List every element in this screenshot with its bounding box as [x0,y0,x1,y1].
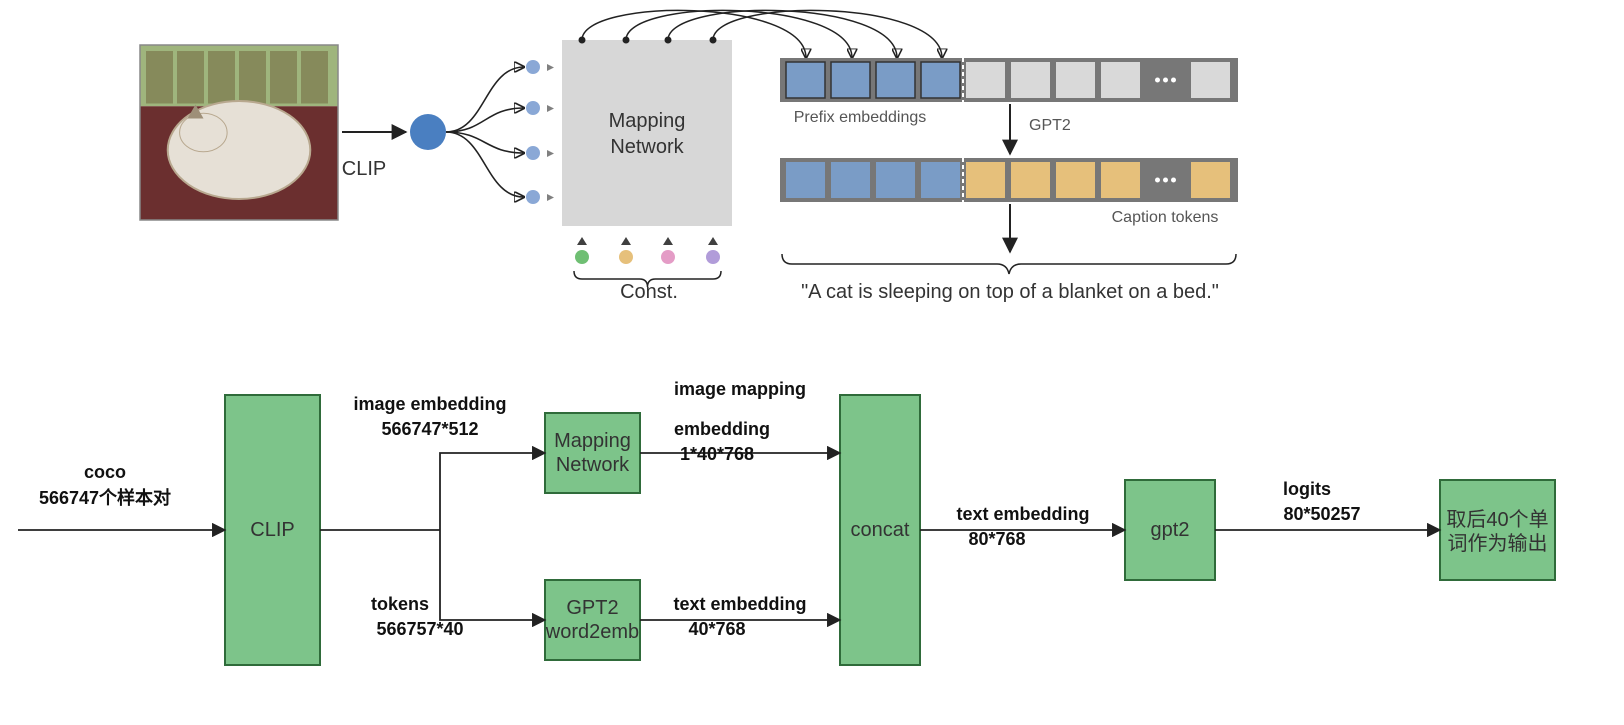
token-cell [966,162,1005,198]
token-cell [1056,62,1095,98]
svg-text:Mapping: Mapping [554,430,631,452]
flow-edge-label: 566747*512 [381,419,478,439]
svg-text:Network: Network [556,454,630,476]
flow-edge-label: logits [1283,479,1331,499]
token-cell [786,62,825,98]
svg-text:concat: concat [851,519,910,541]
flow-edge-label: image embedding [353,394,506,414]
prefix-embeddings-label: Prefix embeddings [794,109,927,126]
mapping-label-1: Mapping [609,110,686,132]
const-up-arrow [708,237,718,245]
output-caption: "A cat is sleeping on top of a blanket o… [801,281,1219,303]
feature-dot [526,146,540,160]
svg-text:GPT2: GPT2 [566,597,618,619]
diagram-svg: CLIPMappingNetworkConst.Prefix embedding… [0,0,1624,725]
input-coco-count: 566747个样本对 [39,487,171,508]
const-label: Const. [620,281,678,303]
token-cell [1191,162,1230,198]
const-dot [619,250,633,264]
token-cell [876,162,915,198]
flow-edge-label: 40*768 [688,619,745,639]
flow-branch-bot [440,530,545,620]
caption-brace [782,254,1236,274]
clip-label: CLIP [342,158,386,180]
token-cell [1101,162,1140,198]
flow-edge-label: text embedding [673,594,806,614]
flow-edge-label: text embedding [956,504,1089,524]
fanout-curve [446,108,524,132]
flow-edge-label: 1*40*768 [680,444,754,464]
token-cell [921,62,960,98]
flow-clip-label: CLIP [250,519,294,541]
flow-edge-label: tokens [371,594,429,614]
token-row [780,58,1238,102]
const-dot [706,250,720,264]
feature-dot [526,101,540,115]
const-dot [661,250,675,264]
curve-source-dot [710,37,717,44]
flow-branch-top [440,453,545,530]
svg-text:word2emb: word2emb [545,621,639,643]
token-cell [1101,62,1140,98]
input-coco-label: coco [84,462,126,482]
mapping-label-2: Network [610,136,684,158]
mapping-to-prefix-curve [713,10,942,58]
tiny-marker [547,105,554,112]
svg-text:词作为输出: 词作为输出 [1448,532,1548,555]
token-cell [921,162,960,198]
flow-mapping-box [545,413,640,493]
const-dot [575,250,589,264]
token-cell [966,62,1005,98]
flow-edge-label: 80*768 [968,529,1025,549]
svg-text:取后40个单: 取后40个单 [1446,508,1548,531]
tiny-marker [547,64,554,71]
tiny-marker [547,150,554,157]
token-cell [876,62,915,98]
flow-edge-label: image mapping [674,379,806,399]
mapping-network-box [562,40,732,226]
const-up-arrow [663,237,673,245]
flow-edge-label: embedding [674,419,770,439]
caption-tokens-label: Caption tokens [1112,209,1219,226]
clip-node [410,114,446,150]
input-image [140,45,338,220]
token-cell [831,62,870,98]
curve-source-dot [623,37,630,44]
fanout-curve [446,67,524,132]
svg-text:gpt2: gpt2 [1151,519,1190,541]
feature-dot [526,190,540,204]
const-up-arrow [577,237,587,245]
tiny-marker [547,194,554,201]
const-up-arrow [621,237,631,245]
token-cell [1011,62,1050,98]
token-cell [1011,162,1050,198]
flow-edge-label: 80*50257 [1283,504,1360,524]
token-cell [786,162,825,198]
flow-word2emb-box [545,580,640,660]
curve-source-dot [579,37,586,44]
token-cell [831,162,870,198]
token-cell [1056,162,1095,198]
flow-edge-label: 566757*40 [376,619,463,639]
token-row [780,158,1238,202]
gpt2-label: GPT2 [1029,117,1071,134]
curve-source-dot [665,37,672,44]
feature-dot [526,60,540,74]
token-cell [1191,62,1230,98]
